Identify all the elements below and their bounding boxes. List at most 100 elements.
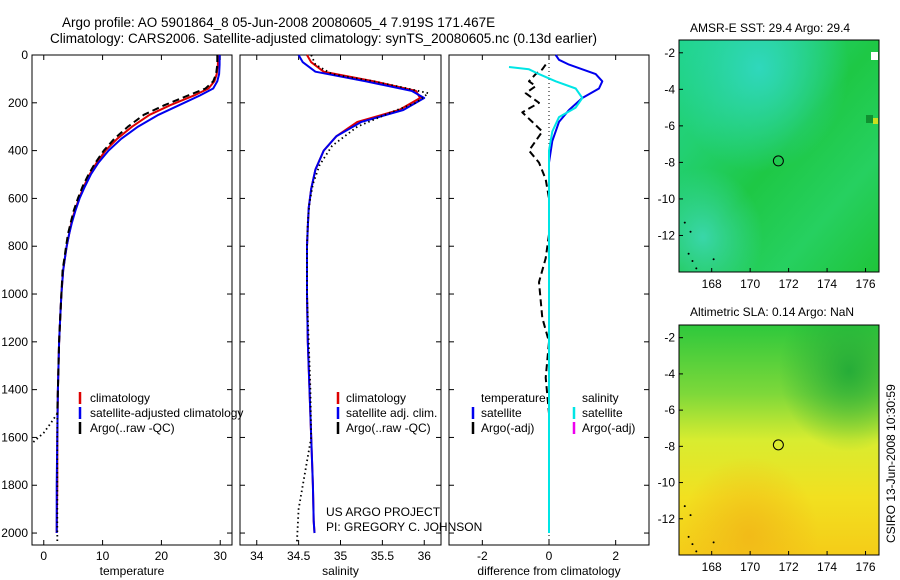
temperature-legend: climatology satellite-adjusted climatolo…: [78, 391, 243, 435]
legend-label-temp-satellite: satellite: [481, 406, 522, 420]
y-tick-label: 1800: [1, 478, 28, 492]
map-x-tick-label: 168: [702, 560, 722, 574]
island-speck: [691, 260, 694, 263]
map-x-tick-label: 176: [856, 560, 876, 574]
island-speck: [712, 258, 715, 261]
x-tick-label: 35: [334, 549, 348, 563]
y-tick-label: 1400: [1, 383, 28, 397]
map-y-tick-label: -6: [664, 403, 675, 417]
map-x-tick-label: 172: [779, 277, 799, 291]
figure-title-line1: Argo profile: AO 5901864_8 05-Jun-2008 2…: [62, 15, 495, 30]
map-x-tick-label: 172: [779, 560, 799, 574]
island-speck: [687, 252, 690, 255]
y-tick-label: 1600: [1, 430, 28, 444]
x-tick-label: 20: [155, 549, 169, 563]
map-frame: [678, 39, 880, 273]
y-tick-label: 600: [8, 191, 28, 205]
y-tick-label: 400: [8, 144, 28, 158]
island-speck: [683, 505, 686, 508]
legend-title-salinity: salinity: [582, 391, 619, 405]
map-y-tick-label: -2: [664, 331, 675, 345]
x-axis-label: salinity: [322, 564, 359, 578]
legend-label-temp-argo: Argo(-adj): [481, 421, 534, 435]
series-line-satellite-adj-clim-: [297, 54, 426, 534]
x-tick-label: 36: [418, 549, 432, 563]
legend-title-temperature: temperature: [481, 391, 546, 405]
x-tick-label: 34.5: [287, 549, 311, 563]
map-x-tick-label: 168: [702, 277, 722, 291]
argo-location-marker: [772, 439, 784, 451]
salinity-panel: 34 34.5 35 35.5 36 salinity: [239, 54, 442, 578]
x-tick-label: -2: [477, 549, 488, 563]
map-x-tick-label: 176: [856, 277, 876, 291]
map-x-tick-label: 174: [817, 560, 837, 574]
sst-map-title: AMSR-E SST: 29.4 Argo: 29.4: [690, 21, 850, 35]
map-y-tick-label: -10: [658, 192, 676, 206]
legend-label-sal-argo: Argo(-adj): [582, 421, 635, 435]
figure-title-line2: Climatology: CARS2006. Satellite-adjuste…: [50, 31, 597, 46]
y-tick-label: 2000: [1, 526, 28, 540]
map-x-tick-label: 170: [740, 560, 760, 574]
x-tick-label: 0: [546, 549, 553, 563]
series-line-temperature-argo-adj-: [521, 64, 550, 414]
map-y-tick-label: -4: [664, 367, 675, 381]
plot-frame: [31, 54, 233, 546]
legend-label-climatology: climatology: [90, 391, 150, 405]
y-tick-label: 1200: [1, 335, 28, 349]
sla-map: 168 170 172 174 176 -2 -4 -6 -8 -10 -12: [658, 324, 880, 574]
side-timestamp-label: CSIRO 13-Jun-2008 10:30:59: [884, 384, 898, 543]
map-y-tick-label: -12: [658, 228, 676, 242]
series-line-argo-raw-qc-: [56, 55, 219, 414]
salinity-legend: climatology satellite adj. clim. Argo(..…: [336, 391, 437, 435]
island-speck: [689, 514, 692, 517]
y-tick-label: 0: [21, 48, 28, 62]
legend-label-satellite: satellite-adjusted climatology: [90, 406, 243, 420]
y-tick-label: 800: [8, 239, 28, 253]
y-tick-label: 1000: [1, 287, 28, 301]
legend-label-argo: Argo(..raw -QC): [346, 421, 431, 435]
x-tick-label: 10: [96, 549, 110, 563]
map-y-tick-label: -4: [664, 82, 675, 96]
credit-line2: PI: GREGORY C. JOHNSON: [326, 520, 482, 534]
x-tick-label: 35.5: [371, 549, 395, 563]
sst-map-axes: 168 170 172 174 176 -2 -4 -6 -8 -10 -12: [658, 39, 880, 291]
sla-map-title: Altimetric SLA: 0.14 Argo: NaN: [690, 305, 854, 319]
island-speck: [687, 535, 690, 538]
x-tick-label: 34: [250, 549, 264, 563]
x-tick-label: 2: [612, 549, 619, 563]
map-y-tick-label: -12: [658, 512, 676, 526]
map-x-tick-label: 170: [740, 277, 760, 291]
plot-frame: [239, 54, 442, 546]
legend-label-satellite: satellite adj. clim.: [346, 406, 437, 420]
sst-map-dark-cell: [866, 115, 873, 123]
island-speck: [712, 541, 715, 544]
island-speck: [695, 550, 698, 553]
map-x-tick-label: 174: [817, 277, 837, 291]
x-axis-label: temperature: [100, 564, 165, 578]
argo-location-marker: [772, 155, 784, 167]
temperature-panel: 0 10 20 30 temperature 0 200 400 600 800 1000 1200 1…: [1, 48, 233, 578]
island-speck: [683, 221, 686, 224]
island-speck: [695, 267, 698, 270]
map-y-tick-label: -2: [664, 46, 675, 60]
map-y-tick-label: -8: [664, 155, 675, 169]
map-y-tick-label: -8: [664, 439, 675, 453]
island-speck: [691, 543, 694, 546]
map-y-tick-label: -10: [658, 476, 676, 490]
x-tick-label: 30: [214, 549, 228, 563]
difference-legend: temperature satellite Argo(-adj) salinit…: [471, 391, 635, 435]
map-frame: [678, 324, 880, 556]
x-axis-label: difference from climatology: [477, 564, 620, 578]
series-line-argo-raw-qc-extrapolated: [32, 412, 59, 443]
island-speck: [689, 230, 692, 233]
sla-map-axes: 168 170 172 174 176 -2 -4 -6 -8 -10 -12: [658, 324, 880, 574]
sst-map-yellow-cell: [873, 118, 878, 124]
credit-line1: US ARGO PROJECT: [326, 505, 441, 519]
series-line-salinity-satellite: [508, 66, 584, 533]
sst-map-white-cell: [871, 52, 878, 60]
y-tick-label: 200: [8, 96, 28, 110]
x-tick-label: 0: [40, 549, 47, 563]
sst-map: 168 170 172 174 176 -2 -4 -6 -8 -10 -12: [658, 39, 880, 291]
